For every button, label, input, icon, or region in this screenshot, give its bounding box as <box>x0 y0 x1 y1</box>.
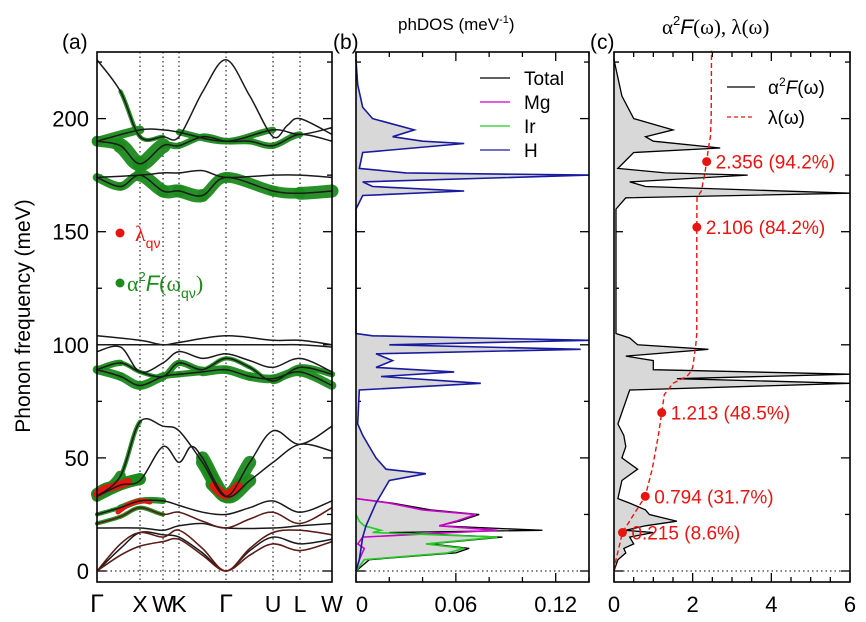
panel-label-c: (c) <box>590 31 615 54</box>
panel-a-legend: λqν α2F(ωqν) <box>115 221 203 301</box>
legend-label-ir: Ir <box>524 117 536 138</box>
k-point-label: L <box>294 591 307 617</box>
k-point-label: W <box>152 591 174 617</box>
phonon-band-band-195b <box>96 133 333 165</box>
x-tick-label: 0 <box>356 592 368 617</box>
legend-label-total: Total <box>524 69 564 90</box>
phonon-band-band-102a <box>96 335 333 346</box>
lambda-marker <box>702 157 712 167</box>
legend-label-h: H <box>524 141 538 162</box>
phonon-band-band-30 <box>96 499 333 516</box>
dos-line-h <box>355 59 590 572</box>
legend-lambda-marker <box>115 228 125 238</box>
phonon-band-band-acoustic-2 <box>96 531 333 572</box>
lambda-annotation: 2.356 (94.2%) <box>716 153 835 174</box>
lambda-annotation: 1.213 (48.5%) <box>671 404 790 425</box>
phonon-band-band-55 <box>96 443 333 498</box>
lambda-annotation: 2.106 (84.2%) <box>706 218 825 239</box>
phonon-band-band-97 <box>96 345 333 374</box>
legend-label-a2f: α2F(ω) <box>768 75 825 99</box>
phonon-band-band-100b <box>97 343 333 348</box>
k-point-label: K <box>171 591 187 617</box>
y-tick-label: 200 <box>52 107 89 132</box>
lambda-annotation: 0.215 (8.6%) <box>631 524 740 545</box>
y-tick-label: 0 <box>77 559 89 584</box>
x-tick-label: 4 <box>765 592 777 617</box>
phonon-band-band-60 <box>96 417 333 498</box>
x-tick-label: 0 <box>608 592 620 617</box>
x-tick-label: 0.06 <box>434 592 477 617</box>
panel-b-frame <box>355 51 590 583</box>
lambda-line <box>613 50 713 572</box>
lambda-marker <box>692 222 702 232</box>
dos-fill-high <box>356 59 589 572</box>
legend-a2f-marker <box>115 278 125 288</box>
legend-label-lambda: λ(ω) <box>768 108 805 129</box>
phonon-band-band-19 <box>96 522 333 532</box>
k-point-label: X <box>132 591 147 617</box>
dos-fill-low <box>356 498 543 571</box>
lambda-trace-band-acoustic-3 <box>96 537 333 572</box>
panel-b-phdos: 0 0.06 0.12 Total Mg Ir H <box>355 51 590 617</box>
phonon-band-band-175b <box>96 174 333 197</box>
x-tick-label: 6 <box>844 592 856 617</box>
x-tick-label: 2 <box>687 592 699 617</box>
lambda-marker <box>617 528 627 538</box>
y-tick-label: 50 <box>65 446 89 471</box>
panel-c-title: α2F(ω), λ(ω) <box>662 13 769 39</box>
y-tick-label: 150 <box>52 220 89 245</box>
panel-label-b: (b) <box>333 31 359 54</box>
panel-a-frame <box>96 51 333 583</box>
panel-b-title: phDOS (meV-1) <box>398 14 515 34</box>
lambda-annotation: 0.794 (31.7%) <box>654 487 773 508</box>
y-tick-label: 100 <box>52 333 89 358</box>
phonon-band-band-top <box>96 59 333 141</box>
legend-lambda-label: λqν <box>135 221 160 251</box>
lambda-trace-band-acoustic-1 <box>96 529 333 572</box>
lambda-marker <box>640 491 650 501</box>
dos-line-mg <box>355 497 498 572</box>
k-point-label: U <box>265 591 282 617</box>
phonon-band-band-89a <box>96 357 333 382</box>
y-axis-label: Phonon frequency (meV) <box>12 199 35 432</box>
panel-c-frame <box>613 51 851 583</box>
lambda-marker <box>657 408 667 418</box>
lambda-trace-band-26 <box>96 507 333 529</box>
legend-a2f-label: α2F(ωqν) <box>127 269 203 301</box>
panel-c-eliashberg: 0 2 4 6 0.215 (8.6%) 0.794 (31.7%) 1.213 (48.5… <box>608 50 856 617</box>
x-tick-label: 0.12 <box>534 592 577 617</box>
k-point-label: Γ <box>90 590 104 618</box>
k-point-label: W <box>321 591 343 617</box>
phonon-band-band-175a <box>96 169 333 179</box>
legend-label-mg: Mg <box>524 93 550 114</box>
dos-line-ir <box>355 514 498 572</box>
k-point-label: Γ <box>219 590 233 618</box>
panel-label-a: (a) <box>62 31 88 54</box>
phonon-band-band-89b <box>96 368 333 387</box>
